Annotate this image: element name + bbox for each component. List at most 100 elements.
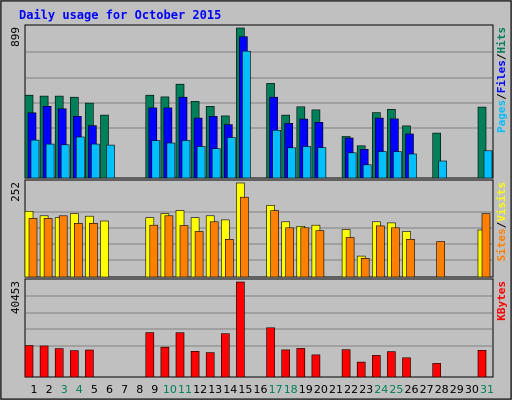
bar-hits-day-28 [432, 132, 442, 179]
bar-hits-day-31 [477, 106, 487, 179]
bar-kbytes-day-4 [70, 350, 79, 378]
day-label-20: 20 [314, 383, 328, 396]
day-label-1: 1 [31, 383, 38, 396]
day-label-30: 30 [465, 383, 479, 396]
bar-sites-day-15 [240, 196, 249, 278]
legend-separator: / [495, 53, 508, 60]
day-label-31: 31 [480, 383, 494, 396]
panel-bottom: 40453 KBytes [9, 278, 508, 378]
bar-pages-day-11 [181, 140, 191, 179]
bar-sites-day-24 [375, 225, 385, 278]
legend-pages: Pages [495, 100, 508, 133]
bar-kbytes-day-25 [387, 351, 396, 378]
bar-pages-day-10 [166, 142, 176, 179]
bar-sites-day-17 [270, 210, 279, 278]
bar-pages-day-14 [227, 137, 236, 179]
bar-sites-day-18 [285, 227, 295, 278]
bar-kbytes-day-17 [266, 327, 275, 378]
bar-sites-day-1 [28, 218, 38, 278]
bar-sites-day-22 [345, 237, 355, 278]
day-label-2: 2 [46, 383, 53, 396]
bar-pages-day-15 [242, 50, 251, 179]
bar-sites-day-19 [300, 227, 310, 278]
legend-separator: / [495, 93, 508, 100]
day-label-5: 5 [91, 383, 98, 396]
bar-sites-day-3 [58, 215, 68, 278]
bar-sites-day-12 [194, 231, 204, 278]
day-label-29: 29 [450, 383, 464, 396]
bar-pages-day-20 [317, 147, 327, 179]
bar-kbytes-day-20 [311, 354, 321, 378]
day-label-12: 12 [193, 383, 207, 396]
bar-sites-day-11 [179, 225, 189, 278]
bar-pages-day-4 [76, 136, 85, 179]
panel-legend: Sites/Visits [495, 182, 508, 262]
legend-separator: / [495, 221, 508, 228]
bar-pages-day-18 [287, 147, 297, 179]
panel-legend: KBytes [495, 281, 508, 321]
panel-max-label: 40453 [9, 281, 22, 314]
day-label-8: 8 [136, 383, 143, 396]
bar-kbytes-day-15 [236, 281, 245, 378]
chart-title: Daily usage for October 2015 [19, 8, 221, 22]
panel-max-label: 899 [9, 27, 22, 47]
bar-pages-day-12 [196, 146, 206, 179]
bar-pages-day-31 [483, 150, 493, 179]
day-label-10: 10 [163, 383, 177, 396]
bar-pages-day-13 [211, 148, 221, 179]
bar-pages-day-19 [302, 146, 312, 179]
day-label-7: 7 [121, 383, 128, 396]
bar-sites-day-9 [149, 224, 159, 278]
bar-sites-day-2 [43, 218, 53, 278]
bar-sites-day-28 [436, 241, 446, 278]
bar-pages-day-3 [60, 144, 70, 179]
bar-kbytes-day-3 [54, 348, 64, 378]
bar-sites-day-20 [315, 230, 325, 278]
bar-sites-day-13 [209, 221, 219, 278]
bar-sites-day-23 [360, 257, 370, 278]
bar-pages-day-5 [91, 143, 100, 179]
bar-kbytes-day-5 [85, 349, 94, 378]
x-axis-day-labels: 1 2 3 4 5 6 7 8 9 10 11 12 13 14 15 16 17 18 19 20 21 22 23 24 2… [31, 383, 495, 396]
day-label-17: 17 [269, 383, 283, 396]
bar-kbytes-day-9 [145, 332, 155, 378]
bar-kbytes-day-28 [432, 363, 442, 378]
bar-pages-day-1 [30, 139, 40, 179]
legend-hits: Hits [495, 27, 508, 54]
day-label-3: 3 [61, 383, 68, 396]
bar-sites-day-14 [225, 239, 234, 278]
day-label-15: 15 [238, 383, 252, 396]
bar-kbytes-day-12 [190, 350, 200, 378]
bar-sites-day-25 [391, 227, 400, 278]
bar-kbytes-day-24 [371, 355, 381, 378]
legend-sites: Sites [495, 228, 508, 261]
bar-kbytes-day-2 [39, 345, 49, 378]
bar-pages-day-17 [272, 130, 281, 179]
bar-kbytes-day-22 [341, 349, 351, 378]
bar-pages-day-23 [362, 164, 372, 179]
bar-pages-day-22 [347, 152, 357, 179]
day-label-4: 4 [76, 383, 83, 396]
day-label-26: 26 [405, 383, 419, 396]
panel-middle: 252 Sites/Visits [9, 179, 508, 278]
bar-sites-day-10 [164, 215, 174, 278]
day-label-19: 19 [299, 383, 313, 396]
bar-kbytes-day-23 [356, 361, 366, 378]
day-label-27: 27 [420, 383, 434, 396]
day-label-14: 14 [223, 383, 237, 396]
day-label-21: 21 [329, 383, 343, 396]
bar-kbytes-day-31 [477, 349, 487, 378]
bar-pages-day-26 [408, 153, 417, 179]
bar-kbytes-day-13 [205, 352, 215, 378]
bar-pages-day-28 [438, 160, 448, 179]
bar-kbytes-day-10 [160, 346, 170, 378]
day-label-16: 16 [254, 383, 268, 396]
legend-kbytes: KBytes [495, 281, 508, 321]
day-label-9: 9 [151, 383, 158, 396]
bar-pages-day-2 [45, 143, 55, 179]
panel-max-label: 252 [9, 182, 22, 202]
panel-frame [24, 278, 494, 378]
bar-kbytes-day-26 [402, 357, 411, 378]
